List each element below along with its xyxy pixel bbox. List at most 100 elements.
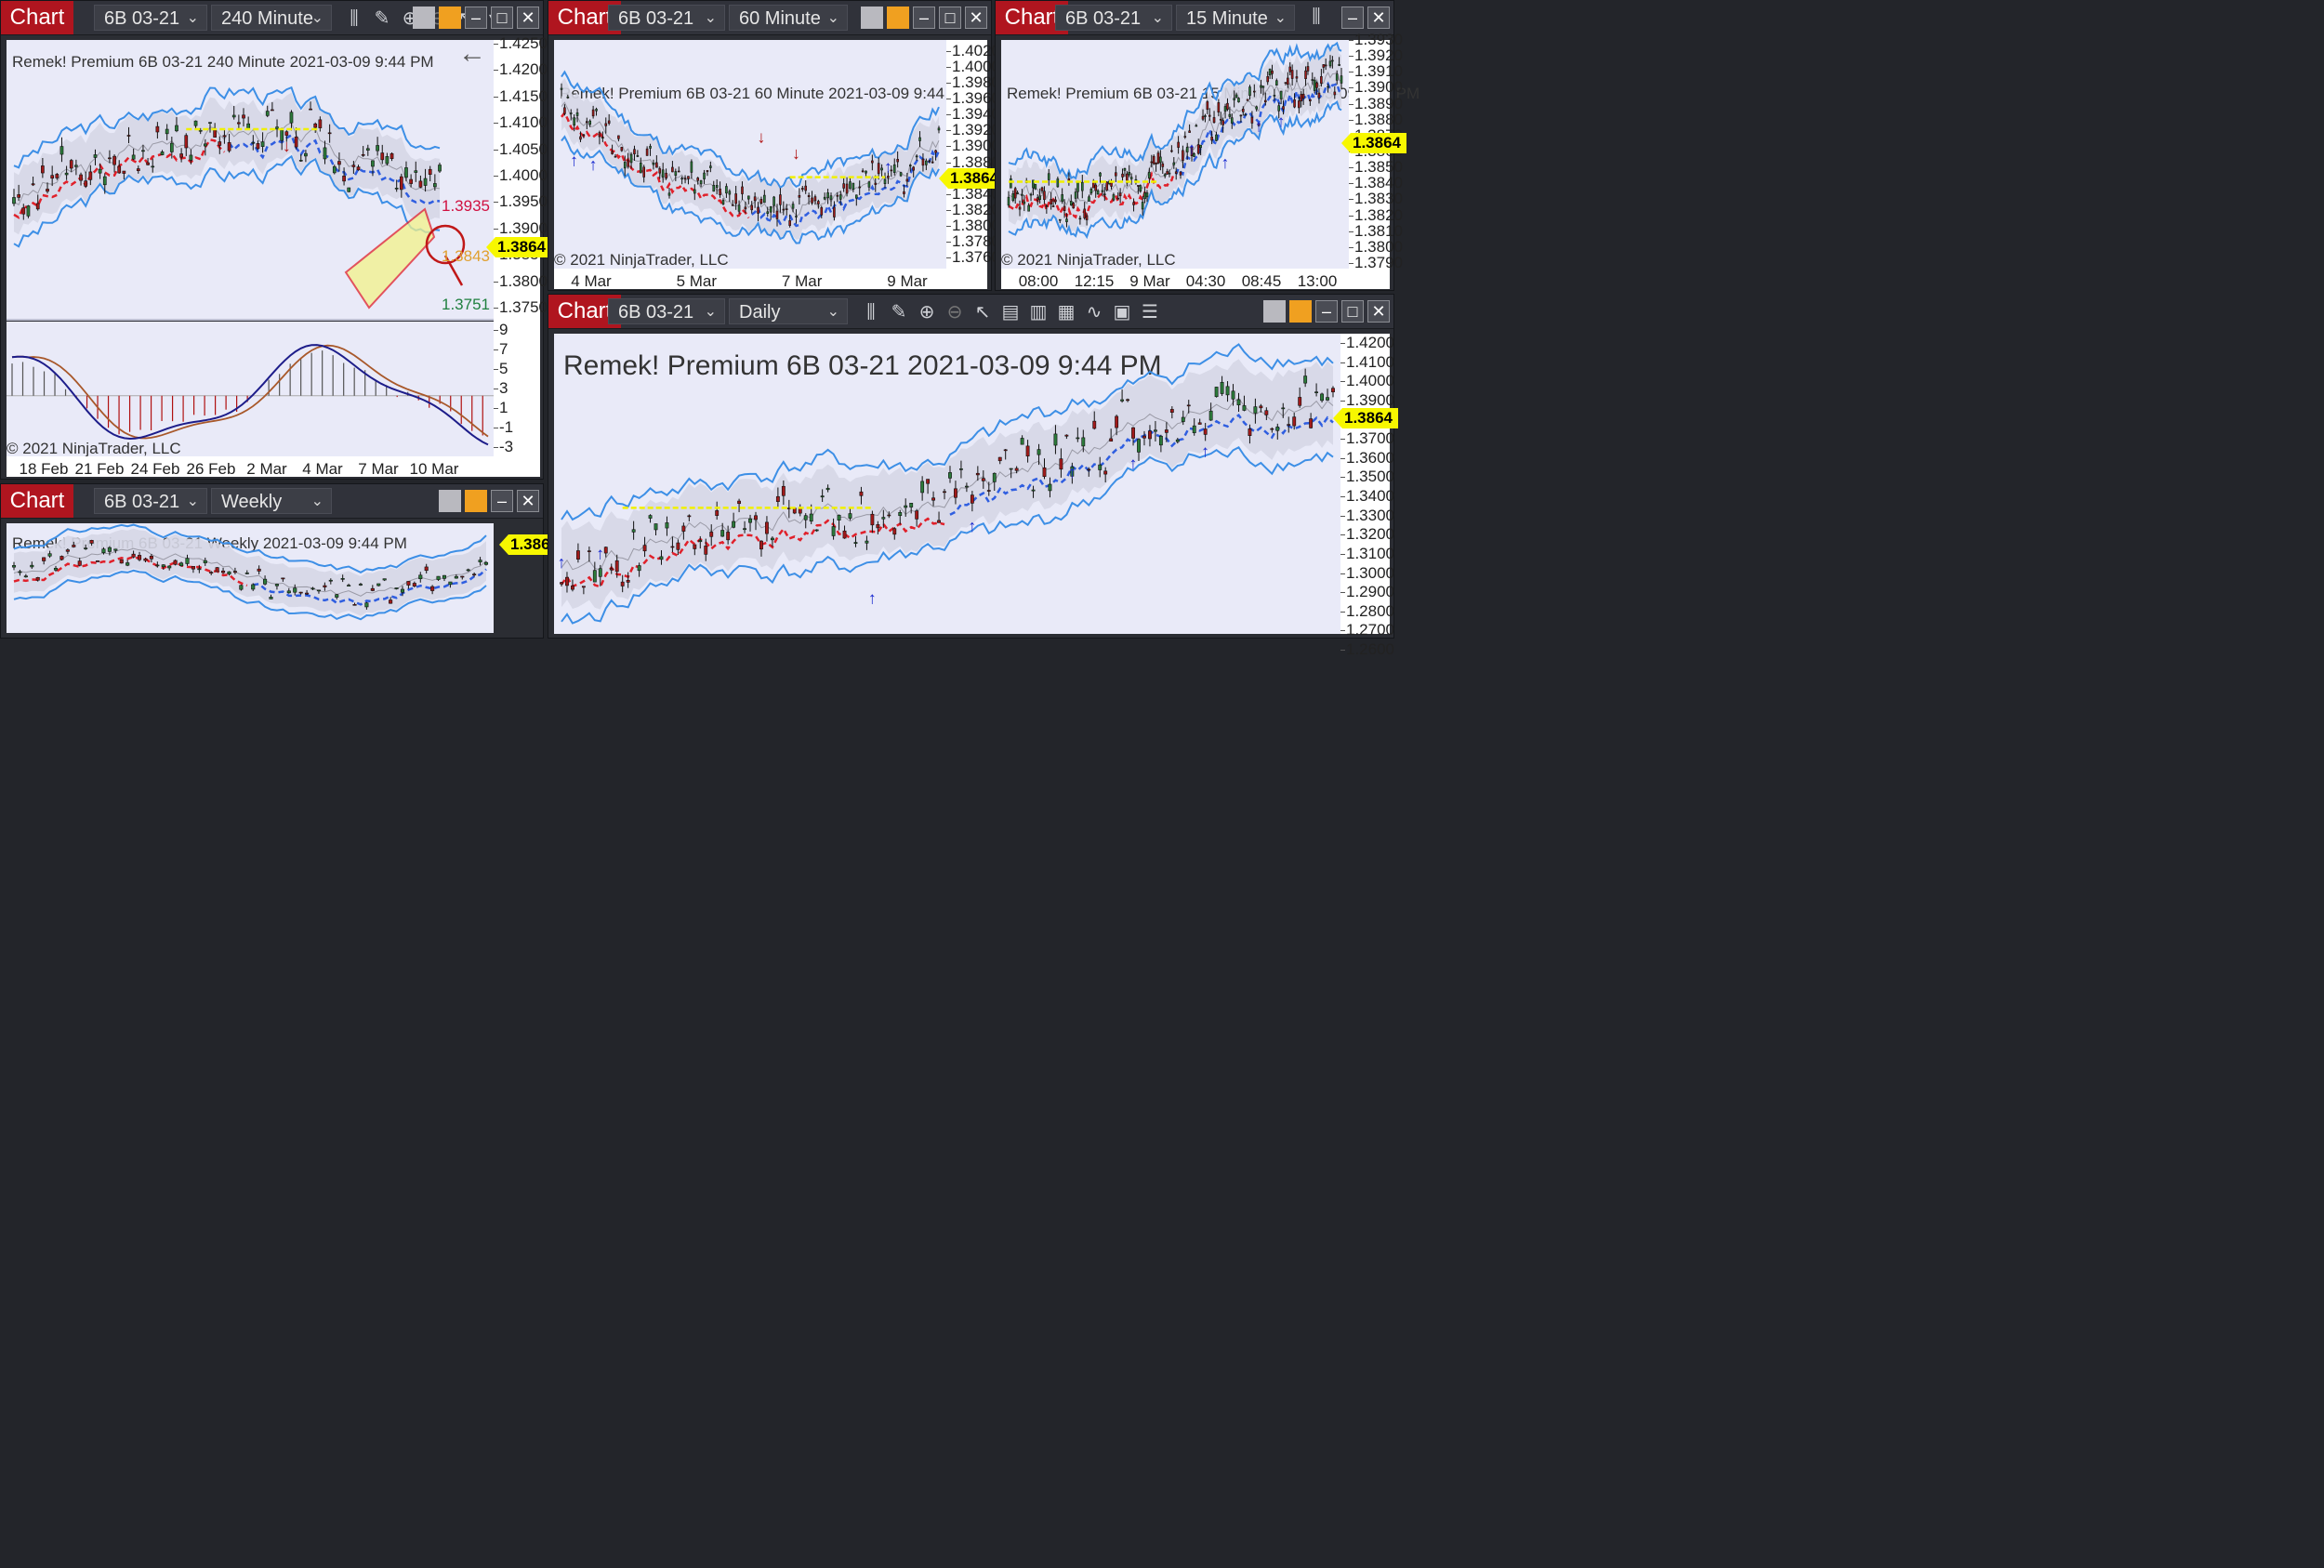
link-color-icon[interactable] bbox=[439, 490, 461, 512]
bar-type-icon[interactable]: ⫼ bbox=[350, 8, 359, 29]
price-axis[interactable]: 1.42001.41001.40001.39001.38001.37001.36… bbox=[1333, 334, 1398, 658]
candle-body bbox=[418, 574, 423, 580]
timeframe-selector[interactable]: Daily ⌄ bbox=[729, 298, 848, 324]
candle-body bbox=[1007, 196, 1010, 206]
price-panel[interactable]: Remek! Premium 6B 03-21 2021-03-09 9:44 … bbox=[554, 334, 1340, 634]
link-color-icon[interactable] bbox=[465, 490, 487, 512]
data-box-icon[interactable]: ▤ bbox=[1001, 302, 1020, 323]
instrument-selector[interactable]: 6B 03-21 ⌄ bbox=[608, 298, 725, 324]
candle-body bbox=[981, 478, 985, 481]
instrument-selector[interactable]: 6B 03-21 ⌄ bbox=[608, 5, 725, 31]
oscillator-panel[interactable]: © 2021 NinjaTrader, LLC bbox=[7, 322, 494, 457]
pencil-icon[interactable]: ✎ bbox=[374, 8, 390, 29]
minimize-button[interactable]: – bbox=[465, 7, 487, 29]
candle-body bbox=[351, 165, 356, 167]
candle-body bbox=[1166, 171, 1169, 175]
minimize-button[interactable]: – bbox=[491, 490, 513, 512]
candle-body bbox=[483, 561, 489, 565]
price-panel[interactable]: Remek! Premium 6B 03-21 15 Minute 2021-0… bbox=[1001, 40, 1419, 269]
price-panel[interactable]: Remek! Premium 6B 03-21 Weekly 2021-03-0… bbox=[7, 523, 564, 633]
link-color-icon[interactable] bbox=[887, 7, 909, 29]
candle-body bbox=[791, 204, 795, 209]
maximize-button[interactable]: □ bbox=[1341, 300, 1364, 323]
pointer-icon[interactable]: ↖ bbox=[974, 302, 991, 323]
candle-body bbox=[905, 178, 909, 182]
candle-body bbox=[880, 167, 883, 171]
link-color-icon[interactable] bbox=[1263, 300, 1286, 323]
bar-type-icon[interactable]: ⫼ bbox=[1312, 7, 1321, 27]
candle-body bbox=[881, 517, 886, 520]
close-button[interactable]: ✕ bbox=[1367, 300, 1390, 323]
timeframe-selector[interactable]: Weekly ⌄ bbox=[211, 488, 332, 514]
zoom-in-icon[interactable]: ⊕ bbox=[918, 302, 935, 323]
candle-body bbox=[95, 560, 100, 562]
link-color-icon[interactable] bbox=[413, 7, 435, 29]
candle-body bbox=[1331, 59, 1334, 62]
minimize-button[interactable]: – bbox=[1341, 7, 1364, 29]
bar-type-icon[interactable]: ⫼ bbox=[866, 302, 876, 323]
candle-body bbox=[703, 172, 706, 179]
candle-body bbox=[1098, 464, 1103, 470]
candle-body bbox=[1235, 94, 1238, 99]
close-button[interactable]: ✕ bbox=[517, 490, 539, 512]
maximize-button[interactable]: □ bbox=[491, 7, 513, 29]
minimize-button[interactable]: – bbox=[1315, 300, 1338, 323]
timeframe-selector[interactable]: 15 Minute ⌄ bbox=[1176, 5, 1295, 31]
templates-icon[interactable]: ▣ bbox=[1113, 302, 1131, 323]
price-panel[interactable]: Remek! Premium 6B 03-21 240 Minute 2021-… bbox=[7, 38, 494, 319]
chart-tab[interactable]: Chart bbox=[1, 484, 73, 518]
candle-body bbox=[23, 575, 28, 578]
price-axis-label: 1.3840 bbox=[1349, 174, 1403, 192]
candle-body bbox=[1169, 409, 1174, 413]
candle-body bbox=[1206, 101, 1209, 111]
properties-icon[interactable]: ☰ bbox=[1142, 302, 1158, 323]
price-panel[interactable]: Remek! Premium 6B 03-21 60 Minute 2021-0… bbox=[554, 40, 972, 269]
chart-title: Remek! Premium 6B 03-21 60 Minute 2021-0… bbox=[560, 85, 973, 102]
candle-body bbox=[1230, 117, 1234, 124]
indicators-icon[interactable]: ▦ bbox=[1057, 302, 1076, 323]
time-axis[interactable]: 4 Mar 5 Mar 7 Mar 9 Mar bbox=[554, 269, 987, 290]
zoom-out-icon[interactable]: ⊖ bbox=[946, 302, 963, 323]
instrument-selector[interactable]: 6B 03-21 ⌄ bbox=[1055, 5, 1172, 31]
up-arrow-icon: ↑ bbox=[589, 155, 598, 174]
price-axis[interactable]: 1.4020 1.4000 1.3980 1.3960 1.3940 1.3920 1.39… bbox=[939, 40, 1004, 269]
timeframe-selector[interactable]: 240 Minute ⌄ bbox=[211, 5, 332, 31]
chart-trader-icon[interactable]: ▥ bbox=[1029, 302, 1048, 323]
instrument-selector[interactable]: 6B 03-21 ⌄ bbox=[94, 488, 207, 514]
candle-body bbox=[89, 539, 94, 544]
candle-body bbox=[579, 136, 582, 140]
chart-tab[interactable]: Chart bbox=[1, 1, 73, 34]
close-button[interactable]: ✕ bbox=[517, 7, 539, 29]
link-color-icon[interactable] bbox=[861, 7, 883, 29]
time-axis[interactable]: 08:00 12:15 9 Mar 04:30 08:45 13:00 bbox=[1001, 269, 1390, 290]
price-axis-label: 1.3800 bbox=[494, 271, 548, 290]
close-button[interactable]: ✕ bbox=[965, 7, 987, 29]
back-arrow-icon[interactable]: ← bbox=[458, 38, 486, 69]
candle-body bbox=[566, 96, 570, 99]
time-axis[interactable]: 18 Feb 21 Feb 24 Feb 26 Feb 2 Mar 4 Mar 7 Mar 1… bbox=[7, 456, 540, 478]
instrument-selector[interactable]: 6B 03-21 ⌄ bbox=[94, 5, 207, 31]
candle-body bbox=[690, 161, 693, 173]
candle-body bbox=[1221, 120, 1224, 125]
signal-line bbox=[11, 344, 489, 440]
candle-body bbox=[1338, 64, 1340, 66]
candle-body bbox=[865, 540, 869, 544]
maximize-button[interactable]: □ bbox=[939, 7, 961, 29]
time-axis-label: 9 Mar bbox=[887, 272, 928, 290]
price-axis-label: 1.3880 bbox=[946, 152, 1000, 171]
close-button[interactable]: ✕ bbox=[1367, 7, 1390, 29]
pane-separator[interactable] bbox=[7, 319, 538, 321]
pencil-icon[interactable]: ✎ bbox=[891, 302, 907, 323]
price-channel bbox=[344, 207, 436, 310]
link-color-icon[interactable] bbox=[439, 7, 461, 29]
strategies-icon[interactable]: ∿ bbox=[1086, 302, 1103, 323]
candle-body bbox=[310, 587, 315, 590]
price-axis[interactable]: 1.4250 1.4200 1.4150 1.4100 1.4050 1.4000 1.39… bbox=[486, 34, 551, 456]
link-color-icon[interactable] bbox=[1289, 300, 1312, 323]
timeframe-selector[interactable]: 60 Minute ⌄ bbox=[729, 5, 848, 31]
candle-body bbox=[42, 557, 46, 561]
minimize-button[interactable]: – bbox=[913, 7, 935, 29]
price-axis[interactable]: 1.3930 1.3920 1.3910 1.3900 1.3890 1.3880 1.38… bbox=[1341, 31, 1406, 271]
price-axis-label: 1.4050 bbox=[494, 139, 548, 158]
price-axis-label: 1.4100 bbox=[494, 113, 548, 132]
